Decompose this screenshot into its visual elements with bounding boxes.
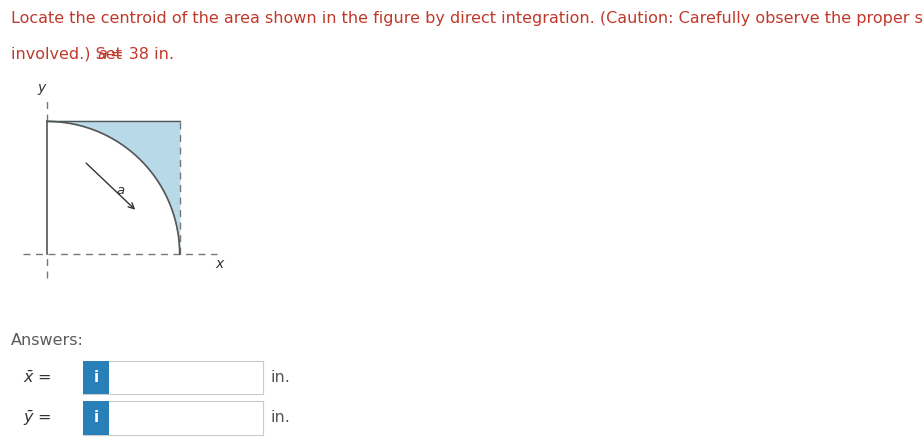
- Text: a: a: [116, 184, 124, 197]
- Text: $\bar{x}$ =: $\bar{x}$ =: [23, 370, 52, 386]
- Text: = 38 in.: = 38 in.: [105, 47, 174, 62]
- Text: i: i: [93, 410, 99, 426]
- Text: involved.) Set: involved.) Set: [11, 47, 127, 62]
- Text: a: a: [97, 47, 107, 62]
- Text: $\bar{y}$ =: $\bar{y}$ =: [23, 409, 52, 427]
- Text: i: i: [93, 370, 99, 385]
- Text: in.: in.: [270, 410, 291, 426]
- Text: x: x: [215, 257, 223, 271]
- Text: y: y: [38, 81, 46, 95]
- Polygon shape: [47, 122, 180, 254]
- Text: Answers:: Answers:: [11, 333, 84, 348]
- Text: Locate the centroid of the area shown in the figure by direct integration. (Caut: Locate the centroid of the area shown in…: [11, 11, 923, 26]
- Text: in.: in.: [270, 370, 291, 385]
